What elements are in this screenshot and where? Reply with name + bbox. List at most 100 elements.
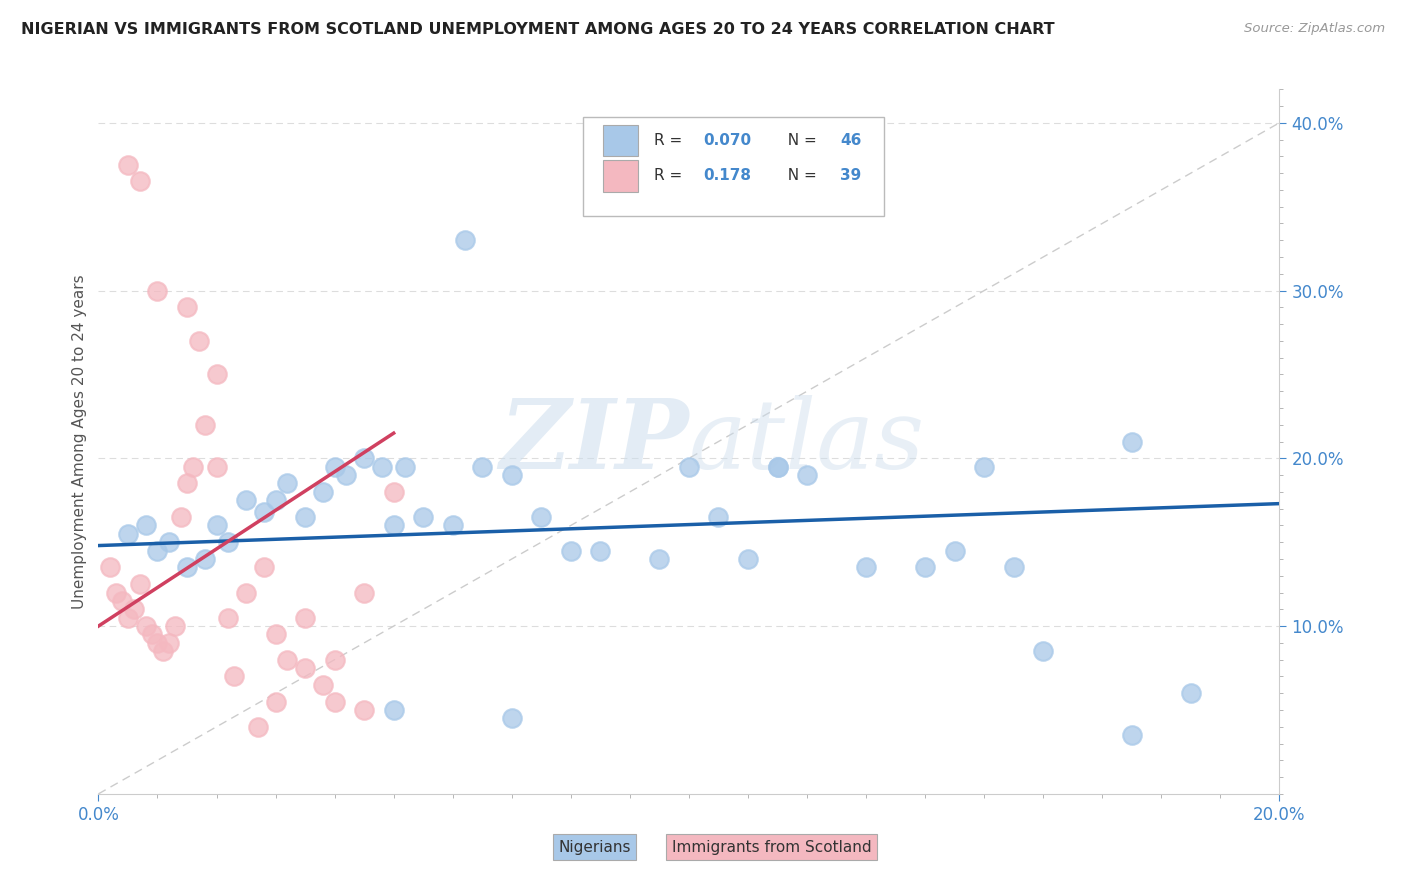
Point bbox=[323, 653, 346, 667]
Point bbox=[135, 619, 157, 633]
Text: N =: N = bbox=[778, 133, 821, 148]
Point bbox=[294, 510, 316, 524]
Point bbox=[382, 518, 405, 533]
Point bbox=[253, 505, 276, 519]
Point bbox=[353, 703, 375, 717]
Point bbox=[105, 585, 128, 599]
Text: NIGERIAN VS IMMIGRANTS FROM SCOTLAND UNEMPLOYMENT AMONG AGES 20 TO 24 YEARS CORR: NIGERIAN VS IMMIGRANTS FROM SCOTLAND UNE… bbox=[21, 22, 1054, 37]
Point bbox=[194, 417, 217, 432]
Point bbox=[246, 720, 269, 734]
Point bbox=[187, 334, 209, 348]
Point bbox=[294, 611, 316, 625]
Point bbox=[176, 476, 198, 491]
Point bbox=[648, 552, 671, 566]
Text: 0.070: 0.070 bbox=[703, 133, 751, 148]
Point bbox=[217, 535, 239, 549]
Point bbox=[276, 653, 298, 667]
Text: R =: R = bbox=[654, 133, 686, 148]
Point bbox=[943, 543, 966, 558]
Point bbox=[501, 468, 523, 483]
Point bbox=[176, 560, 198, 574]
Point bbox=[146, 543, 169, 558]
Point bbox=[312, 484, 335, 499]
Point bbox=[157, 636, 180, 650]
Point bbox=[589, 543, 612, 558]
Point bbox=[117, 158, 139, 172]
Point bbox=[766, 459, 789, 474]
Point bbox=[1180, 686, 1202, 700]
FancyBboxPatch shape bbox=[603, 125, 638, 156]
Point bbox=[128, 577, 150, 591]
Point bbox=[312, 678, 335, 692]
Point bbox=[122, 602, 145, 616]
Text: atlas: atlas bbox=[689, 394, 925, 489]
Point bbox=[471, 459, 494, 474]
Point bbox=[205, 368, 228, 382]
Point bbox=[264, 493, 287, 508]
Point bbox=[678, 459, 700, 474]
Point bbox=[382, 484, 405, 499]
Point bbox=[217, 611, 239, 625]
Point bbox=[294, 661, 316, 675]
Point bbox=[441, 518, 464, 533]
Point bbox=[135, 518, 157, 533]
Point bbox=[117, 611, 139, 625]
Text: Nigerians: Nigerians bbox=[558, 839, 631, 855]
Point bbox=[382, 703, 405, 717]
Point bbox=[165, 619, 187, 633]
Point bbox=[181, 459, 204, 474]
Point bbox=[394, 459, 416, 474]
Point bbox=[914, 560, 936, 574]
Text: R =: R = bbox=[654, 169, 686, 184]
Point bbox=[205, 459, 228, 474]
Point bbox=[253, 560, 276, 574]
Point bbox=[264, 627, 287, 641]
Point bbox=[796, 468, 818, 483]
Point bbox=[176, 301, 198, 315]
Point bbox=[128, 174, 150, 188]
FancyBboxPatch shape bbox=[582, 118, 884, 216]
Point bbox=[766, 459, 789, 474]
Point bbox=[453, 233, 475, 247]
Point bbox=[264, 695, 287, 709]
Point bbox=[111, 594, 134, 608]
Point bbox=[1032, 644, 1054, 658]
Point bbox=[157, 535, 180, 549]
Point bbox=[530, 510, 553, 524]
Point bbox=[146, 284, 169, 298]
Point bbox=[235, 585, 257, 599]
Point bbox=[737, 552, 759, 566]
Point bbox=[170, 510, 193, 524]
Text: N =: N = bbox=[778, 169, 821, 184]
Text: Source: ZipAtlas.com: Source: ZipAtlas.com bbox=[1244, 22, 1385, 36]
Point bbox=[146, 636, 169, 650]
Point bbox=[1121, 434, 1143, 449]
Point bbox=[501, 711, 523, 725]
Text: 46: 46 bbox=[841, 133, 862, 148]
Point bbox=[194, 552, 217, 566]
Point bbox=[235, 493, 257, 508]
Point bbox=[371, 459, 394, 474]
Point bbox=[1121, 728, 1143, 742]
Point bbox=[707, 510, 730, 524]
Text: 39: 39 bbox=[841, 169, 862, 184]
Point bbox=[205, 518, 228, 533]
Point bbox=[117, 526, 139, 541]
Point bbox=[412, 510, 434, 524]
Point bbox=[224, 669, 246, 683]
Point bbox=[276, 476, 298, 491]
Text: Immigrants from Scotland: Immigrants from Scotland bbox=[672, 839, 872, 855]
Point bbox=[973, 459, 995, 474]
Y-axis label: Unemployment Among Ages 20 to 24 years: Unemployment Among Ages 20 to 24 years bbox=[72, 274, 87, 609]
Point bbox=[323, 695, 346, 709]
Point bbox=[323, 459, 346, 474]
FancyBboxPatch shape bbox=[603, 160, 638, 192]
Text: 0.178: 0.178 bbox=[703, 169, 751, 184]
Point bbox=[353, 585, 375, 599]
Point bbox=[353, 451, 375, 466]
Point bbox=[141, 627, 163, 641]
Point bbox=[98, 560, 121, 574]
Point bbox=[855, 560, 877, 574]
Text: ZIP: ZIP bbox=[499, 394, 689, 489]
Point bbox=[335, 468, 357, 483]
